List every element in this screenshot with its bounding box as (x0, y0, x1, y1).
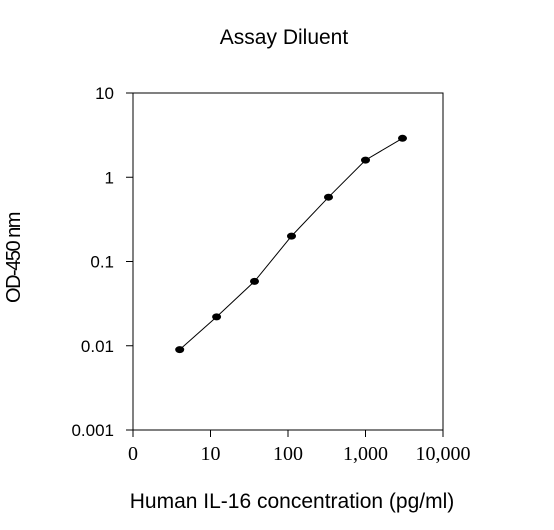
x-tick-label: 100 (273, 443, 303, 465)
data-point (175, 346, 185, 354)
x-axis-ticks: 0 10 100 1,000 10,000 (128, 430, 471, 465)
x-tick-label: 1,000 (343, 443, 388, 465)
y-tick-label: 1 (105, 168, 114, 187)
y-tick-label: 10 (95, 84, 114, 103)
x-tick-label: 10 (201, 443, 221, 465)
chart-title: Assay Diluent (220, 26, 349, 49)
data-point (324, 193, 333, 201)
x-axis-label: Human IL-16 concentration (pg/ml) (130, 490, 455, 513)
y-tick-label: 0.01 (81, 337, 114, 356)
y-tick-label: 0.1 (90, 253, 114, 272)
y-axis-label: OD-450 nm (3, 212, 25, 303)
data-point (212, 313, 222, 321)
y-tick-label: 0.001 (71, 421, 114, 440)
data-point (361, 156, 370, 164)
y-axis-ticks: 0.001 0.01 0.1 1 10 (71, 84, 133, 440)
data-point (287, 232, 296, 240)
x-tick-label: 0 (128, 443, 138, 465)
data-point (250, 277, 259, 285)
data-point (398, 134, 407, 142)
data-series (175, 134, 407, 354)
x-tick-label: 10,000 (416, 443, 471, 465)
plot-frame (132, 92, 444, 431)
